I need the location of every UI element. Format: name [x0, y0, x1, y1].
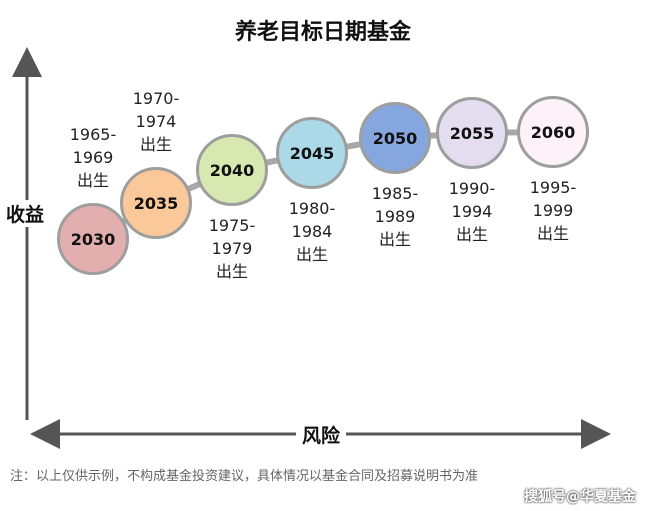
- fund-2045-birth-label: 1980- 1984 出生: [288, 199, 336, 264]
- fund-2040-birth-label: 1975- 1979 出生: [208, 216, 256, 281]
- x-axis-label: 风险: [296, 421, 347, 448]
- fund-2035-circle: 2035: [120, 167, 192, 239]
- fund-2050-circle: 2050: [359, 102, 431, 174]
- fund-2030-birth-label: 1965- 1969 出生: [69, 125, 117, 190]
- fund-2030-circle: 2030: [57, 203, 129, 275]
- fund-2045-circle: 2045: [276, 117, 348, 189]
- disclaimer-note: 注：以上仅供示例，不构成基金投资建议，具体情况以基金合同及招募说明书为准: [10, 469, 479, 484]
- fund-2035-birth-label: 1970- 1974 出生: [132, 89, 180, 154]
- fund-2050-birth-label: 1985- 1989 出生: [371, 184, 419, 249]
- fund-2060-birth-label: 1995- 1999 出生: [529, 178, 577, 243]
- fund-2040-circle: 2040: [196, 134, 268, 206]
- fund-2060-circle: 2060: [517, 96, 589, 168]
- y-axis-label: 收益: [0, 200, 51, 227]
- page-title: 养老目标日期基金: [234, 20, 411, 45]
- fund-2055-circle: 2055: [436, 97, 508, 169]
- fund-2055-birth-label: 1990- 1994 出生: [448, 179, 496, 244]
- watermark: 搜狐号@华夏基金: [524, 489, 636, 505]
